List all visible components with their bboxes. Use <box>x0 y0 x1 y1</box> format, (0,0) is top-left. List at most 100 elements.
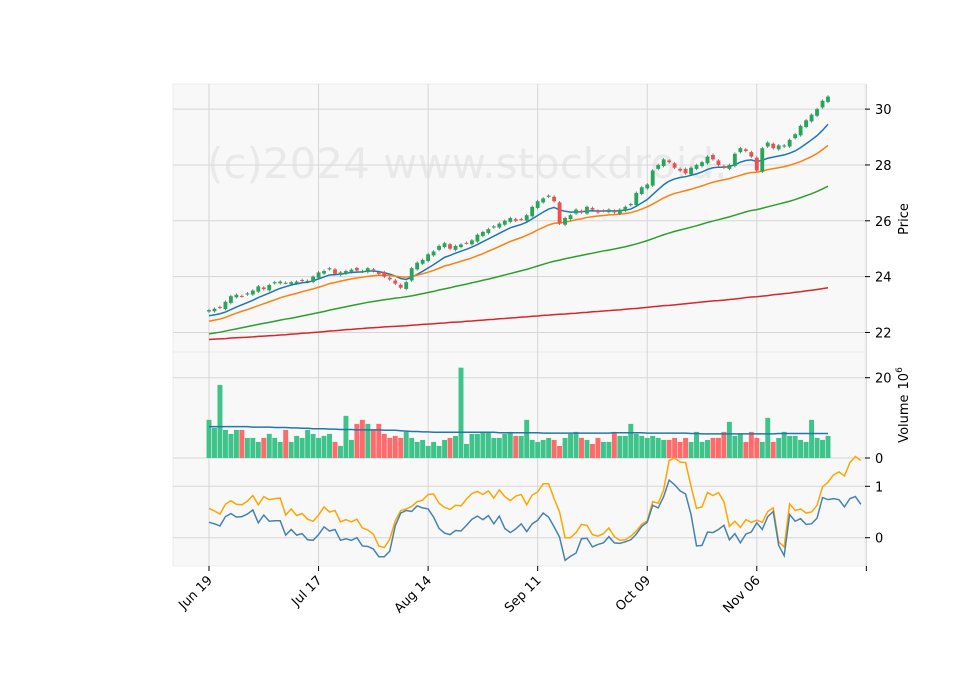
candle-body <box>524 215 529 221</box>
volume-bar <box>233 429 239 458</box>
candle-body <box>612 210 617 213</box>
volume-bar <box>562 437 568 458</box>
candle-body <box>464 242 469 244</box>
volume-bar <box>310 433 316 458</box>
volume-bar <box>611 431 617 458</box>
price-y-tick-label: 26 <box>875 215 892 230</box>
candle-body <box>694 164 699 169</box>
x-tick-label: Aug 14 <box>392 573 435 616</box>
volume-bar <box>694 431 699 458</box>
volume-bar <box>661 439 667 458</box>
candle-body <box>639 187 644 194</box>
candle-body <box>606 209 611 213</box>
volume-bar <box>540 439 546 458</box>
candle-body <box>283 282 288 284</box>
volume-bar <box>212 427 217 458</box>
candle-body <box>585 206 589 214</box>
indicator-line-2 <box>208 478 862 562</box>
candle-body <box>820 100 825 108</box>
volume-bar <box>524 419 530 458</box>
volume-bar <box>277 441 283 458</box>
candle-body <box>289 282 294 284</box>
volume-bar <box>453 435 458 458</box>
volume-bar <box>748 431 754 458</box>
candle-body <box>530 206 535 217</box>
volume-bar <box>699 441 705 458</box>
candle-body <box>300 279 305 281</box>
volume-bar <box>370 429 376 458</box>
candle-body <box>535 201 540 208</box>
candle-body <box>743 149 748 151</box>
volume-bar <box>299 437 305 458</box>
volume-bar <box>327 433 332 458</box>
moving-average-line-3 <box>208 185 829 335</box>
candle-body <box>749 152 754 157</box>
candle-body <box>541 198 546 203</box>
candle-body <box>393 280 398 284</box>
candle-body <box>250 290 255 295</box>
volume-bar <box>228 433 234 458</box>
volume-bar <box>655 437 661 458</box>
price-y-tick-label: 28 <box>875 159 892 174</box>
volume-bar <box>425 445 431 458</box>
candle-body <box>228 296 233 303</box>
volume-bar <box>683 437 689 458</box>
volume-bar <box>365 423 371 458</box>
volume-bar <box>513 435 519 458</box>
candle-body <box>689 167 693 175</box>
volume-bar <box>705 439 710 458</box>
volume-bar <box>431 441 437 458</box>
candle-body <box>420 259 425 264</box>
volume-bar <box>338 445 343 458</box>
volume-axis-label-base: 10 <box>897 373 912 390</box>
candle-body <box>787 139 792 147</box>
x-tick-label: Jul 17 <box>288 573 325 610</box>
volume-bar <box>222 429 228 458</box>
candle-body <box>557 202 562 224</box>
volume-bar <box>573 431 579 458</box>
candle-body <box>437 245 441 250</box>
volume-bar <box>255 441 261 458</box>
watermark-text: (c)2024 www.stockdroid. <box>207 139 728 188</box>
candle-body <box>338 272 343 275</box>
volume-bar <box>628 423 634 458</box>
volume-axis-label-main: Volume <box>897 394 912 442</box>
candle-body <box>316 272 321 278</box>
candle-body <box>376 272 381 274</box>
candle-body <box>365 268 370 273</box>
candle-body <box>776 145 781 150</box>
candle-body <box>497 223 502 228</box>
volume-bar <box>206 419 212 458</box>
volume-bar <box>420 439 426 458</box>
volume-bar <box>721 431 727 458</box>
volume-bar <box>458 367 464 458</box>
volume-bar <box>820 439 825 458</box>
candle-body <box>711 154 715 160</box>
candle-body <box>261 287 266 290</box>
volume-bar <box>266 433 272 458</box>
volume-bar <box>305 429 311 458</box>
candle-body <box>354 267 359 271</box>
volume-bar <box>250 437 256 458</box>
volume-bar <box>294 435 300 458</box>
volume-bar <box>688 441 694 458</box>
volume-bar <box>518 435 524 458</box>
candle-body <box>294 281 299 284</box>
candle-body <box>683 168 688 174</box>
indicator-line-1 <box>208 455 862 549</box>
candle-body <box>272 282 277 284</box>
volume-bar <box>715 437 721 458</box>
volume-bar <box>535 441 541 458</box>
candle-body <box>311 276 315 282</box>
volume-bar <box>496 437 502 458</box>
candle-body <box>656 164 661 169</box>
candle-body <box>667 160 672 163</box>
volume-bar <box>436 445 442 458</box>
volume-bar <box>414 441 420 458</box>
candle-body <box>634 192 639 206</box>
candle-body <box>322 271 326 274</box>
candle-body <box>267 285 272 291</box>
volume-bar <box>447 437 453 458</box>
candle-body <box>661 159 666 167</box>
volume-bar <box>502 433 508 458</box>
